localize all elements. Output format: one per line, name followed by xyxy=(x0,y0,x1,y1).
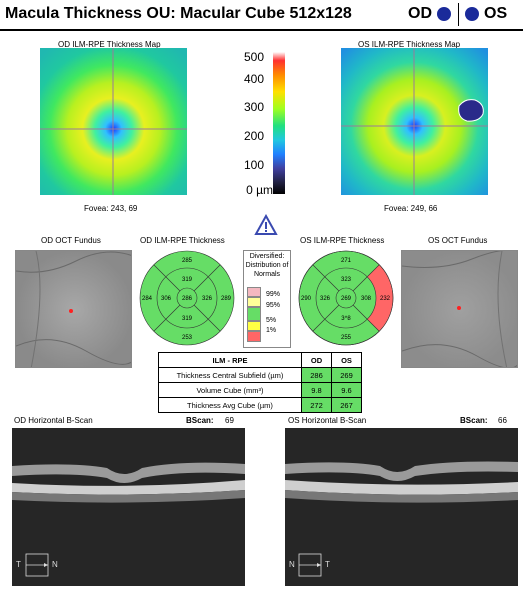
od-outer-inferior: 253 xyxy=(182,335,193,341)
scale-label-500: 500 xyxy=(243,50,264,64)
row-label: Volume Cube (mm³) xyxy=(158,382,302,398)
od-outer-superior: 285 xyxy=(182,258,193,264)
od-fundus-image xyxy=(15,250,132,368)
od-bscan-label: BScan: xyxy=(186,416,214,425)
os-bscan-left-orientation: N xyxy=(289,560,295,569)
od-fundus-title: OD OCT Fundus xyxy=(41,236,101,245)
row-os-value: 269 xyxy=(331,367,362,383)
table-row: Thickness Central Subfield (µm) 286 269 xyxy=(158,367,362,383)
legend-swatch-above-99 xyxy=(247,287,261,297)
os-bscan-label: BScan: xyxy=(460,416,488,425)
os-inner-inferior: 3^8 xyxy=(341,316,351,322)
od-bscan-number: 69 xyxy=(225,416,234,425)
os-label: OS xyxy=(484,5,508,22)
row-os-value: 9.6 xyxy=(331,382,362,398)
od-label: OD xyxy=(408,5,432,22)
os-fundus-image xyxy=(401,250,518,368)
os-etdrs-grid: 271 323 290 326 269 308 232 3^8 255 xyxy=(298,250,394,351)
od-inner-temporal: 306 xyxy=(161,296,172,302)
od-inner-nasal: 326 xyxy=(202,296,213,302)
od-thickness-map xyxy=(40,48,187,195)
os-fundus-title: OS OCT Fundus xyxy=(428,236,488,245)
od-outer-nasal: 289 xyxy=(221,296,232,302)
os-indicator: OS xyxy=(465,5,507,23)
od-indicator: OD xyxy=(408,5,451,23)
color-scale-bar xyxy=(273,52,285,194)
os-bscan-right-orientation: T xyxy=(325,560,330,569)
legend-label-95: 95% xyxy=(266,302,281,309)
legend-swatch-1-5 xyxy=(247,321,261,331)
od-bscan-title: OD Horizontal B-Scan xyxy=(14,416,93,425)
row-od-value: 272 xyxy=(301,397,332,413)
os-map-title: OS ILM-RPE Thickness Map xyxy=(358,40,461,49)
od-center: 286 xyxy=(182,296,193,302)
os-thickness-map xyxy=(341,48,488,195)
od-inner-inferior: 319 xyxy=(182,316,193,322)
os-outer-superior: 271 xyxy=(341,258,352,264)
report-title: Macula Thickness OU: Macular Cube 512x12… xyxy=(5,5,352,22)
row-od-value: 9.8 xyxy=(301,382,332,398)
header-divider xyxy=(458,3,459,26)
scale-label-400: 400 xyxy=(243,72,264,86)
os-bscan-title: OS Horizontal B-Scan xyxy=(288,416,367,425)
legend-swatch-below-1 xyxy=(247,331,261,342)
legend-label-99: 99% xyxy=(266,291,281,298)
os-fovea-caption: Fovea: 249, 66 xyxy=(384,204,438,213)
summary-header-row: ILM - RPE OD OS xyxy=(158,352,362,368)
legend-label-1: 1% xyxy=(266,327,277,334)
table-row: Volume Cube (mm³) 9.8 9.6 xyxy=(158,382,362,398)
normative-legend: Diversified: Distribution of Normals 99%… xyxy=(243,250,291,348)
table-row: Thickness Avg Cube (µm) 272 267 xyxy=(158,397,362,413)
os-outer-inferior: 255 xyxy=(341,335,352,341)
header-rule xyxy=(0,29,523,31)
od-bscan-left-orientation: T xyxy=(16,560,21,569)
os-bscan-number: 66 xyxy=(498,416,507,425)
od-map-title: OD ILM-RPE Thickness Map xyxy=(58,40,161,49)
os-thickness-title: OS ILM-RPE Thickness xyxy=(300,236,385,245)
os-bscan-image: N T xyxy=(285,428,518,586)
od-bscan-right-orientation: N xyxy=(52,560,58,569)
scale-label-0: 0 µm xyxy=(246,183,273,197)
os-center: 269 xyxy=(341,296,352,302)
row-label: Thickness Avg Cube (µm) xyxy=(158,397,302,413)
od-bscan-image: T N xyxy=(12,428,245,586)
os-inner-superior: 323 xyxy=(341,277,352,283)
legend-swatch-95-99 xyxy=(247,297,261,307)
row-label: Thickness Central Subfield (µm) xyxy=(158,367,302,383)
os-outer-nasal: 232 xyxy=(380,296,391,302)
od-etdrs-grid: 285 319 284 306 286 326 289 319 253 xyxy=(139,250,235,351)
summary-header-od: OD xyxy=(301,352,332,368)
os-inner-nasal: 308 xyxy=(361,296,372,302)
legend-swatch-normal xyxy=(247,307,261,321)
od-eye-dot-icon xyxy=(437,7,451,21)
os-inner-temporal: 326 xyxy=(320,296,331,302)
scale-label-300: 300 xyxy=(243,100,264,114)
legend-title: Diversified: Distribution of Normals xyxy=(245,253,289,278)
scale-label-200: 200 xyxy=(243,129,264,143)
scale-label-100: 100 xyxy=(243,158,264,172)
od-fovea-caption: Fovea: 243, 69 xyxy=(84,204,138,213)
summary-header-metric: ILM - RPE xyxy=(158,352,302,368)
os-eye-dot-icon xyxy=(465,7,479,21)
od-outer-temporal: 284 xyxy=(142,296,153,302)
summary-header-os: OS xyxy=(331,352,362,368)
summary-table: ILM - RPE OD OS Thickness Central Subfie… xyxy=(158,352,362,413)
legend-label-5: 5% xyxy=(266,317,277,324)
od-thickness-title: OD ILM-RPE Thickness xyxy=(140,236,225,245)
os-outer-temporal: 290 xyxy=(301,296,312,302)
row-od-value: 286 xyxy=(301,367,332,383)
warning-icon xyxy=(254,213,278,241)
od-inner-superior: 319 xyxy=(182,277,193,283)
row-os-value: 267 xyxy=(331,397,362,413)
